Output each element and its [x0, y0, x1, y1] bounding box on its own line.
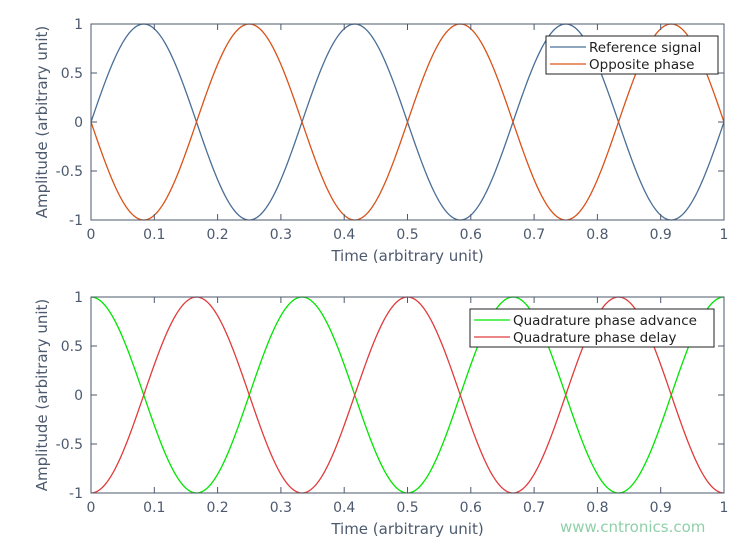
x-tick-label: 0.8 [586, 227, 608, 243]
x-tick-label: 0.7 [523, 500, 545, 516]
x-tick-label: 0.1 [143, 227, 165, 243]
x-axis-label: Time (arbitrary unit) [330, 247, 483, 265]
series-line-opposite-phase [90, 23, 725, 221]
x-tick-label: 0.7 [523, 227, 545, 243]
y-tick-label: 0 [74, 388, 83, 404]
y-axis-label: Amplitude (arbitrary unit) [33, 299, 51, 492]
x-tick-label: 0.5 [396, 500, 418, 516]
x-tick-label: 1 [720, 500, 729, 516]
x-tick-label: 0.6 [460, 227, 482, 243]
x-tick-label: 0.2 [206, 500, 228, 516]
plot-panel-2: 0 0.1 0.2 0.3 0.4 0.5 0.6 0.7 0.8 0.9 1 1 0.5 0 -0.5 -1… [33, 290, 728, 538]
y-tick-label: -0.5 [56, 164, 83, 180]
legend-label: Quadrature phase advance [513, 313, 697, 329]
x-tick-label: 1 [720, 227, 729, 243]
x-tick-label: 0.1 [143, 500, 165, 516]
y-tick-label: -0.5 [56, 437, 83, 453]
x-tick-label: 0.6 [460, 500, 482, 516]
y-tick-label: 1 [74, 17, 83, 33]
plot-panel-1: 0 0.1 0.2 0.3 0.4 0.5 0.6 0.7 0.8 0.9 1 1 0.5 0 -0.5 -1… [33, 17, 728, 265]
x-tick-label: 0.3 [270, 500, 292, 516]
x-tick-label: 0 [87, 500, 96, 516]
y-tick-label: -1 [69, 213, 83, 229]
x-tick-label: 0.8 [586, 500, 608, 516]
y-tick-label: 0.5 [61, 66, 83, 82]
legend-box [469, 308, 715, 348]
x-tick-label: 0.4 [333, 227, 355, 243]
legend-label: Quadrature phase delay [513, 330, 676, 346]
legend-label: Opposite phase [589, 57, 694, 73]
legend-label: Reference signal [589, 40, 701, 56]
y-tick-label: 0.5 [61, 339, 83, 355]
x-tick-label: 0.3 [270, 227, 292, 243]
x-tick-label: 0.9 [650, 227, 672, 243]
x-tick-label: 0.2 [206, 227, 228, 243]
legend-box [545, 35, 719, 75]
x-tick-label: 0.9 [650, 500, 672, 516]
x-tick-label: 0 [87, 227, 96, 243]
x-tick-label: 0.4 [333, 500, 355, 516]
watermark: www.cntronics.com [560, 518, 706, 536]
x-tick-label: 0.5 [396, 227, 418, 243]
y-tick-label: 0 [74, 115, 83, 131]
y-tick-label: -1 [69, 486, 83, 502]
y-axis-label: Amplitude (arbitrary unit) [33, 26, 51, 219]
y-tick-label: 1 [74, 290, 83, 306]
x-axis-label: Time (arbitrary unit) [330, 520, 483, 538]
